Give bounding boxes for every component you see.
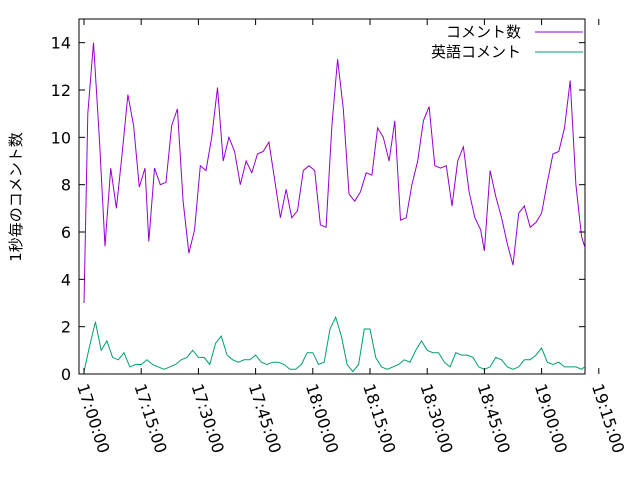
y-tick-label: 14 [51, 34, 71, 53]
x-tick-label: 18:15:00 [359, 381, 399, 455]
y-axis-label: 1秒毎のコメント数 [7, 132, 25, 262]
x-tick-label: 19:15:00 [588, 381, 628, 455]
x-tick-label: 17:00:00 [73, 381, 113, 455]
y-tick-label: 0 [61, 365, 71, 384]
x-tick-label: 18:00:00 [302, 381, 342, 455]
y-tick-label: 10 [51, 128, 71, 147]
y-tick-label: 4 [61, 270, 71, 289]
x-tick-label: 18:45:00 [474, 381, 514, 455]
x-tick-label: 19:00:00 [531, 381, 571, 455]
y-tick-label: 12 [51, 81, 71, 100]
legend-label: コメント数 [446, 23, 521, 41]
axes-layer: 0 2 4 6 8 10 12 14 17:00:00 17:15:00 17:30:00 17:45… [51, 19, 628, 456]
x-tick-label: 17:45:00 [245, 381, 285, 455]
series-line-1 [83, 42, 585, 304]
y-tick-label: 8 [61, 176, 71, 195]
plot-area [78, 18, 586, 375]
series-layer [83, 42, 585, 373]
series-line-2 [83, 315, 585, 373]
x-tick-label: 18:30:00 [416, 381, 456, 455]
y-tick-label: 2 [61, 318, 71, 337]
x-tick-label: 17:30:00 [188, 381, 228, 455]
y-tick-label: 6 [61, 223, 71, 242]
legend-label: 英語コメント [431, 43, 521, 61]
x-tick-label: 17:15:00 [130, 381, 170, 455]
plot-border [78, 18, 586, 375]
